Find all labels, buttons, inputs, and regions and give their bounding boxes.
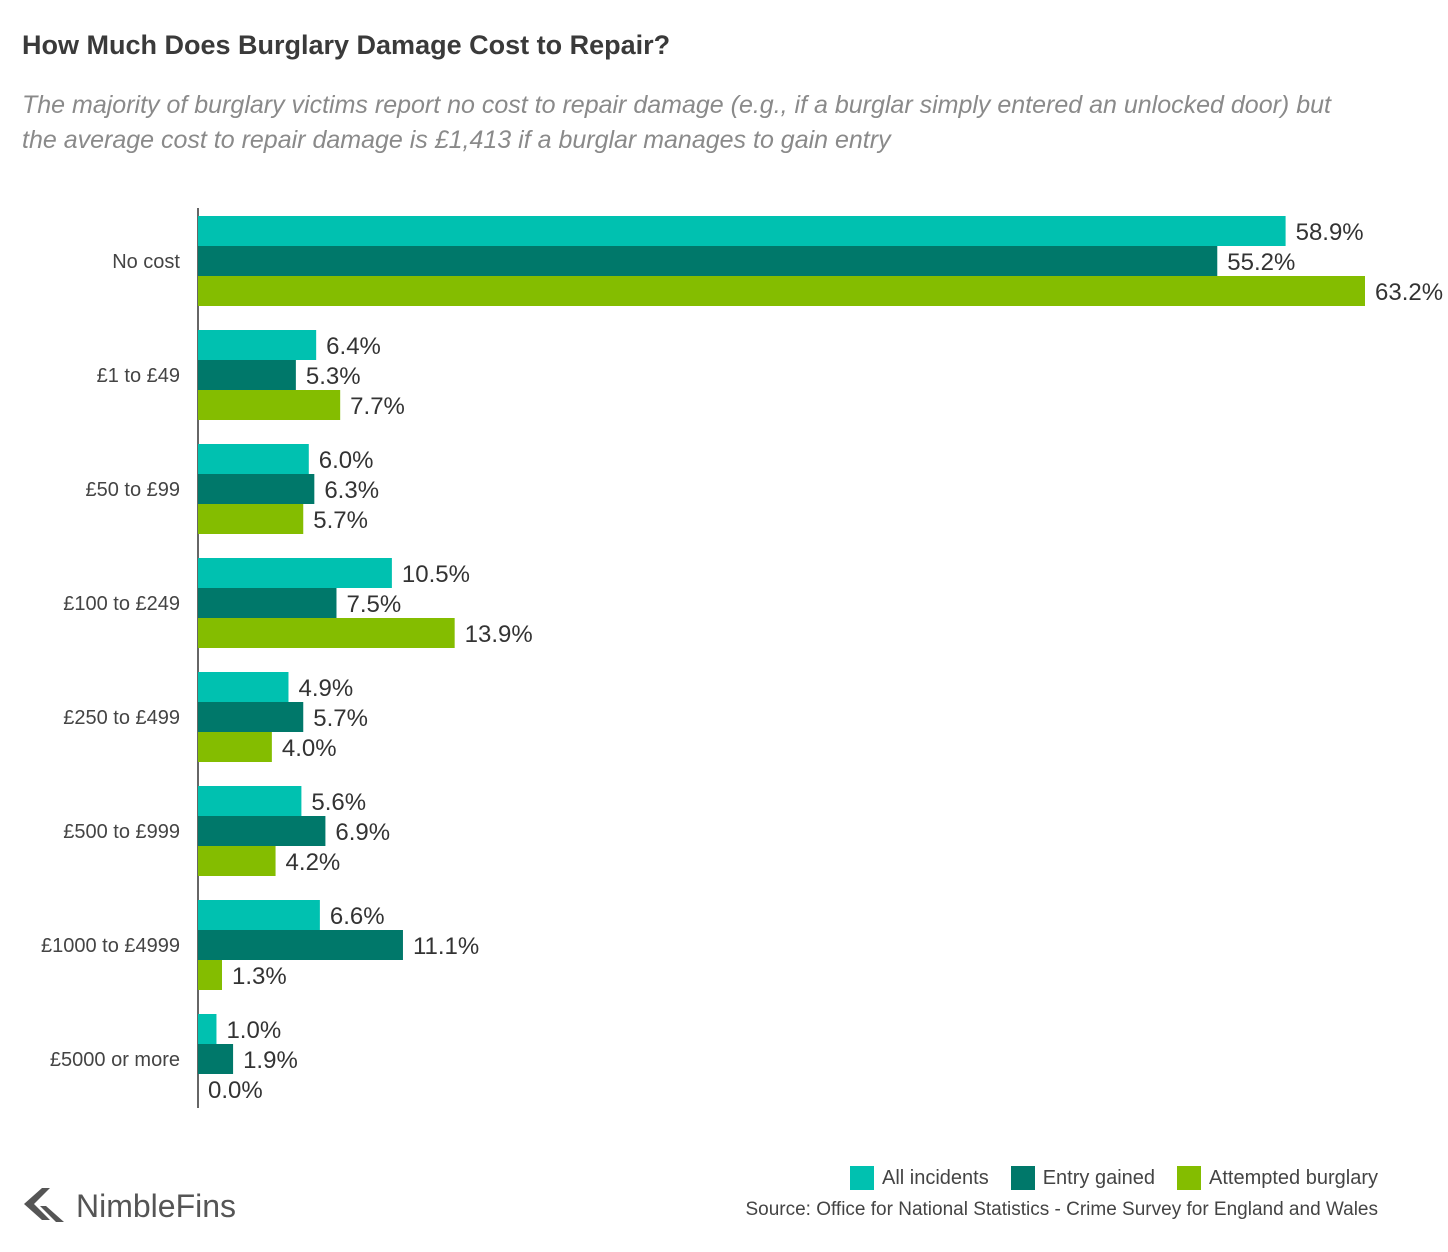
bar (198, 816, 326, 846)
legend-swatch (850, 1166, 874, 1190)
data-label: 6.4% (326, 333, 381, 360)
data-label: 5.7% (313, 507, 368, 534)
category-label: £100 to £249 (63, 593, 180, 615)
category-label: £1 to £49 (97, 365, 180, 387)
data-label: 6.3% (324, 477, 379, 504)
category-label: £500 to £999 (63, 821, 180, 843)
chart-title: How Much Does Burglary Damage Cost to Re… (22, 30, 671, 60)
category-label: £50 to £99 (85, 479, 180, 501)
data-label: 13.9% (465, 621, 533, 648)
data-label: 1.0% (226, 1017, 281, 1044)
bar (198, 672, 289, 702)
data-label: 1.9% (243, 1047, 298, 1074)
data-label: 63.2% (1375, 279, 1443, 306)
bar (198, 504, 304, 534)
legend-item: Entry gained (1010, 1166, 1156, 1190)
chart-subtitle: The majority of burglary victims report … (22, 91, 1331, 154)
bar (198, 786, 302, 816)
legend-label: All incidents (882, 1166, 989, 1189)
category-label: £1000 to £4999 (41, 935, 180, 957)
data-label: 58.9% (1296, 219, 1364, 246)
category-label: No cost (112, 251, 180, 273)
data-label: 6.6% (330, 903, 385, 930)
data-label: 55.2% (1227, 249, 1295, 276)
bar (198, 276, 1365, 306)
bar (198, 360, 296, 390)
data-label: 6.0% (319, 447, 374, 474)
data-label: 5.7% (313, 705, 368, 732)
category-label: £5000 or more (50, 1049, 180, 1071)
legend-item: All incidents (850, 1166, 989, 1190)
bar (198, 900, 320, 930)
brand-name: NimbleFins (76, 1187, 237, 1224)
bar (198, 732, 272, 762)
data-label: 4.2% (286, 849, 341, 876)
data-label: 10.5% (402, 561, 470, 588)
chevron-left-icon (24, 1188, 64, 1222)
data-label: 7.7% (350, 393, 405, 420)
bar (198, 330, 317, 360)
legend-item: Attempted burglary (1177, 1166, 1378, 1190)
category-label: £250 to £499 (63, 707, 180, 729)
bar (198, 618, 455, 648)
data-label: 5.6% (311, 789, 366, 816)
data-label: 5.3% (306, 363, 361, 390)
legend-label: Attempted burglary (1209, 1166, 1378, 1189)
bar (198, 588, 337, 618)
legend-label: Entry gained (1042, 1166, 1156, 1189)
chart-legend: All incidents Entry gained Attempted burgl… (828, 1166, 1378, 1190)
bar (198, 702, 304, 732)
bar (198, 846, 276, 876)
bar (198, 558, 392, 588)
data-label: 1.3% (232, 963, 287, 990)
bar (198, 1014, 217, 1044)
bar (198, 474, 315, 504)
bar (198, 1044, 234, 1074)
brand-logo: NimbleFins (20, 1186, 236, 1226)
legend-swatch (1010, 1166, 1035, 1190)
data-label: 0.0% (208, 1077, 263, 1104)
bar (198, 930, 403, 960)
bar (198, 444, 309, 474)
source-note: Source: Office for National Statistics -… (745, 1199, 1378, 1220)
data-label: 4.9% (298, 675, 353, 702)
data-label: 4.0% (282, 735, 337, 762)
legend-swatch (1177, 1166, 1202, 1190)
data-label: 6.9% (335, 819, 390, 846)
data-label: 7.5% (346, 591, 401, 618)
bar (198, 246, 1218, 276)
data-label: 11.1% (413, 933, 479, 960)
bar (198, 216, 1286, 246)
bar (198, 960, 223, 990)
bar (198, 390, 341, 420)
